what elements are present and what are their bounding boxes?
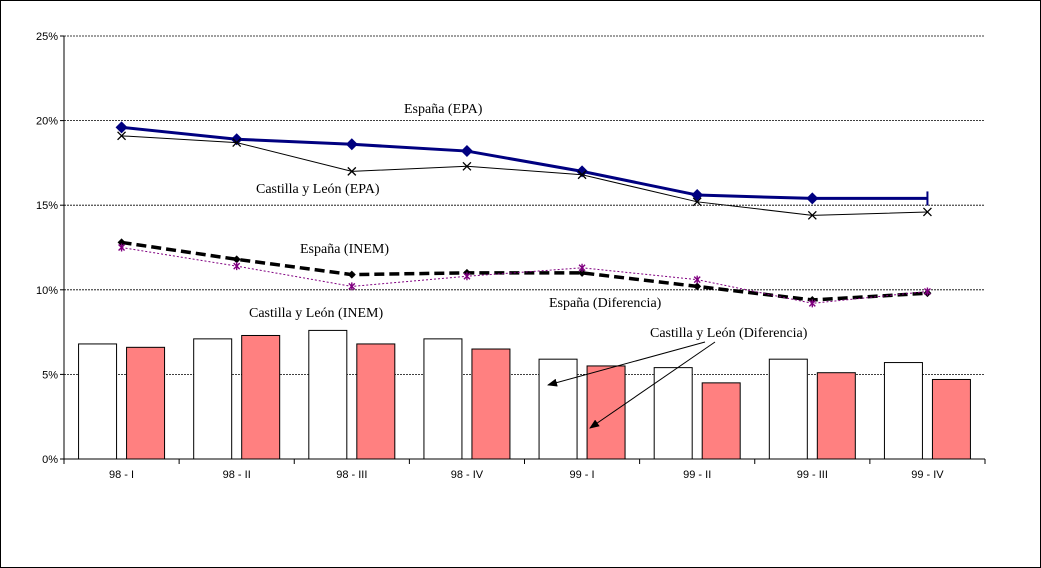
gridlines [64,35,985,375]
label-espana-dif: España (Diferencia) [549,296,662,311]
y-tick-label: 20% [36,116,58,128]
y-tick-label: 15% [36,200,58,212]
marker-cyl-epa [807,210,817,220]
label-cyl-dif: Castilla y León (Diferencia) [650,326,808,341]
bar-cyl-diferencia [126,346,166,460]
y-tick-label: 5% [42,369,58,381]
marker-cyl-epa [232,138,242,148]
marker-cyl-inem [578,263,586,272]
axes [60,35,986,464]
arrow-to-espana-dif [547,341,706,387]
marker-espana-epa [691,189,704,202]
marker-espana-inem [578,268,587,277]
y-tick-label: 10% [36,285,58,297]
label-espana-epa: España (EPA) [404,102,483,117]
marker-espana-epa [115,121,128,134]
bar-espana-diferencia [538,358,578,460]
lines [115,121,932,308]
bar-espana-diferencia [883,362,923,460]
line-cyl-inem [121,247,928,304]
bar-cyl-diferencia [701,382,741,460]
x-tick-label: 99 - I [570,469,595,481]
bar-espana-diferencia [193,338,233,460]
label-espana-inem: España (INEM) [300,242,389,257]
marker-cyl-inem [463,272,471,281]
arrow-to-cyl-dif [589,341,716,429]
x-tick-label: 99 - IV [911,469,944,481]
bar-cyl-diferencia [356,343,396,460]
marker-cyl-epa [117,131,127,141]
x-tick-labels: 98 - I 98 - II 98 - III 98 - IV 99 - I 99 - I… [109,469,944,481]
bar-espana-diferencia [78,343,118,460]
marker-espana-inem [232,255,241,264]
label-cyl-inem: Castilla y León (INEM) [249,306,383,321]
annotations: España (EPA) Castilla y León (EPA) Españ… [249,102,808,429]
x-tick-label: 99 - II [683,469,711,481]
marker-espana-inem [347,270,356,279]
line-espana-inem [121,240,928,302]
bar-cyl-diferencia [471,348,511,460]
marker-cyl-inem [233,262,241,271]
bar-cyl-diferencia [241,334,281,460]
marker-cyl-epa [577,170,587,180]
marker-cyl-epa [462,161,472,171]
marker-cyl-epa [347,166,357,176]
marker-cyl-epa [922,207,932,217]
bar-espana-diferencia [423,338,463,460]
bar-cyl-diferencia [931,378,971,460]
x-tick-label: 98 - IV [451,469,484,481]
bar-espana-diferencia [308,329,348,460]
marker-espana-inem [117,238,126,247]
marker-cyl-inem [118,243,126,252]
line-cyl-epa [121,135,928,216]
x-tick-label: 99 - III [797,469,828,481]
marker-cyl-epa [692,197,702,207]
label-cyl-epa: Castilla y León (EPA) [256,182,380,197]
marker-cyl-inem [808,299,816,308]
y-tick-labels: 0% 5% 10% 15% 20% 25% [36,31,58,466]
bar-cyl-diferencia [586,365,626,460]
x-tick-label: 98 - I [109,469,134,481]
x-tick-label: 98 - III [336,469,367,481]
y-tick-label: 25% [36,31,58,43]
marker-espana-epa [345,138,358,151]
y-tick-label: 0% [42,454,58,466]
x-tick-label: 98 - II [223,469,251,481]
marker-cyl-inem [348,282,356,291]
marker-espana-inem [693,282,702,291]
bars [78,329,971,460]
marker-espana-epa [806,192,819,205]
line-espana-epa [121,125,928,200]
marker-espana-epa [460,145,473,158]
bar-cyl-diferencia [816,372,856,460]
bar-espana-diferencia [768,358,808,460]
marker-cyl-inem [693,275,701,284]
marker-cyl-inem [923,287,931,296]
bar-espana-diferencia [653,367,693,460]
